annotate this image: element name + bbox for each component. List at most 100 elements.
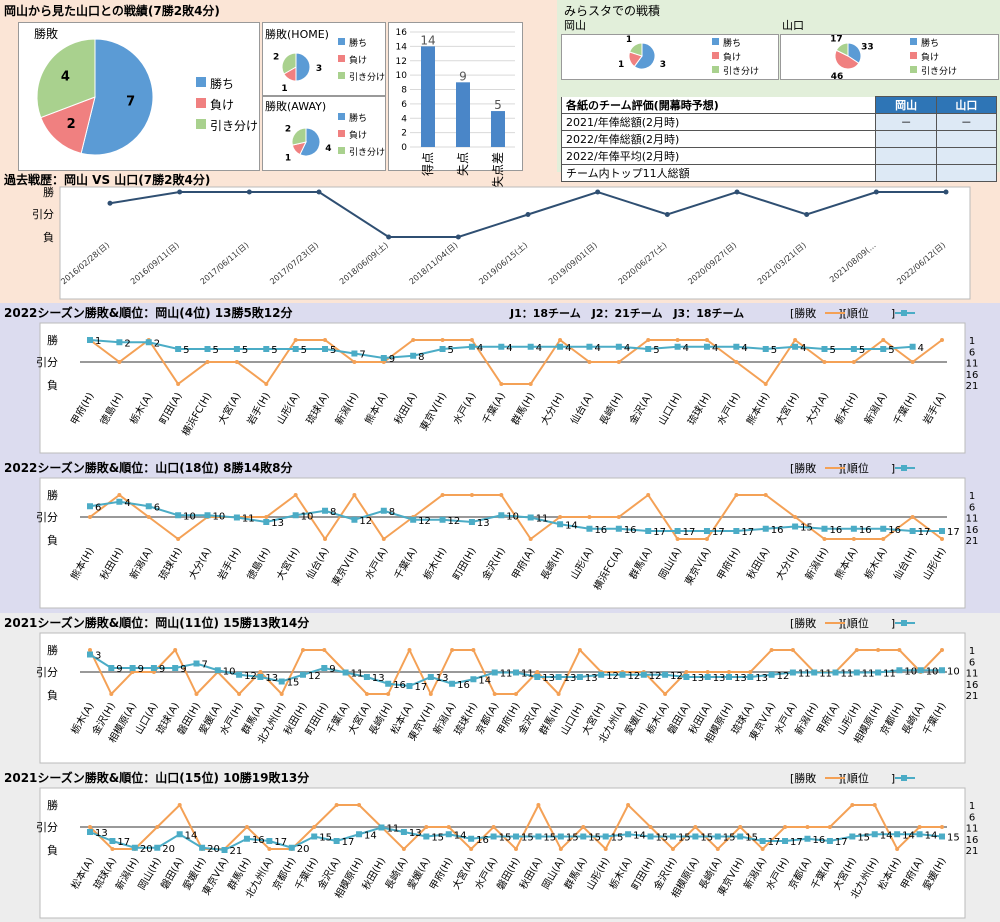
bar-value-label: 14 bbox=[420, 33, 435, 47]
season-ylabel-win: 勝 bbox=[47, 798, 58, 812]
result-point bbox=[760, 847, 765, 851]
rank-label: 8 bbox=[330, 507, 336, 518]
rank-marker bbox=[849, 833, 856, 840]
result-point bbox=[386, 692, 391, 696]
rank-marker bbox=[145, 339, 152, 346]
result-point bbox=[850, 803, 855, 807]
rank-label: 14 bbox=[185, 830, 198, 841]
result-point bbox=[616, 515, 621, 519]
rank-label: 16 bbox=[624, 525, 637, 536]
rank-marker bbox=[131, 844, 138, 851]
rank-label: 12 bbox=[777, 671, 790, 682]
rank-label: 14 bbox=[454, 830, 467, 841]
row-yamaguchi bbox=[935, 164, 998, 182]
rank-label: 10 bbox=[183, 511, 196, 522]
rank-marker bbox=[939, 667, 945, 674]
rank-marker bbox=[762, 346, 769, 352]
result-point bbox=[323, 537, 328, 541]
legend-swatch-勝ち bbox=[338, 113, 345, 120]
season-plot-area bbox=[39, 477, 966, 609]
rank-marker bbox=[266, 838, 273, 844]
legend-swatch-負け bbox=[338, 130, 345, 137]
rank-label: 12 bbox=[628, 671, 641, 682]
history-point bbox=[525, 212, 531, 217]
rank-marker bbox=[939, 528, 945, 534]
legend-swatch-負け bbox=[338, 55, 345, 62]
result-point bbox=[783, 825, 788, 829]
rank-marker bbox=[342, 669, 349, 676]
rank-label: 13 bbox=[265, 673, 278, 684]
rank-label: 17 bbox=[741, 527, 754, 538]
rank-label: 15 bbox=[319, 833, 332, 844]
result-point bbox=[769, 648, 774, 652]
legend-label: 勝ち bbox=[349, 112, 367, 124]
rank-marker bbox=[598, 671, 605, 678]
pie-slice-勝ち bbox=[295, 52, 311, 82]
rank-marker bbox=[602, 833, 609, 840]
rank-label: 14 bbox=[902, 830, 915, 841]
rank-marker bbox=[468, 519, 475, 525]
away-pie-box bbox=[262, 96, 386, 171]
result-point bbox=[763, 382, 768, 386]
rank-marker bbox=[468, 343, 475, 350]
rank-marker bbox=[747, 674, 754, 680]
legend-label: 引き分け bbox=[723, 66, 759, 77]
rank-tick: 1 bbox=[969, 801, 975, 812]
rank-marker bbox=[513, 833, 519, 840]
rank-tick: 21 bbox=[966, 691, 979, 702]
rank-label: 17 bbox=[712, 527, 725, 538]
pie-value-label: 4 bbox=[325, 144, 331, 154]
result-point bbox=[194, 692, 199, 696]
rank-label: 11 bbox=[521, 669, 534, 680]
home-pie-box bbox=[262, 22, 386, 96]
result-point bbox=[352, 493, 357, 497]
season-title: 2022シーズン勝敗&順位：山口(18位) 8勝14敗8分 bbox=[4, 460, 293, 475]
bar-ytick: 10 bbox=[396, 71, 408, 81]
result-point bbox=[763, 493, 768, 497]
legend-label: 勝ち bbox=[723, 37, 741, 49]
result-point bbox=[279, 692, 284, 696]
rank-label: 14 bbox=[478, 675, 491, 686]
rank-marker bbox=[363, 674, 370, 680]
result-point bbox=[558, 338, 563, 342]
rank-marker bbox=[726, 674, 732, 680]
bar-得失点差 bbox=[491, 111, 505, 147]
rank-label: 15 bbox=[588, 833, 601, 844]
rank-label: 8 bbox=[418, 352, 424, 363]
season-title: 2021シーズン勝敗&順位：岡山(11位) 15勝13敗14分 bbox=[4, 615, 309, 630]
rank-marker bbox=[733, 528, 740, 534]
rank-marker bbox=[193, 660, 200, 667]
rank-label: 4 bbox=[918, 343, 924, 354]
rank-marker bbox=[625, 831, 632, 838]
rank-label: 9 bbox=[116, 664, 122, 675]
result-point bbox=[146, 515, 151, 519]
rank-marker bbox=[792, 523, 799, 530]
rank-label: 17 bbox=[683, 527, 696, 538]
result-point bbox=[446, 825, 451, 829]
rank-label: 12 bbox=[308, 671, 321, 682]
result-point bbox=[88, 648, 92, 652]
result-point bbox=[897, 648, 902, 652]
rank-marker bbox=[351, 350, 358, 357]
result-point bbox=[301, 648, 305, 652]
legend-swatch-引き分け bbox=[712, 66, 719, 73]
legend-rank-marker bbox=[901, 310, 907, 316]
rank-marker bbox=[400, 829, 407, 835]
rank-tick: 11 bbox=[966, 669, 979, 680]
result-point bbox=[704, 537, 709, 541]
rank-marker bbox=[645, 346, 652, 352]
rank-label: 15 bbox=[800, 523, 813, 534]
result-point bbox=[492, 692, 497, 696]
result-point bbox=[471, 648, 476, 652]
pie-value-label: 46 bbox=[831, 72, 844, 82]
legend-swatch-勝ち bbox=[712, 38, 719, 45]
rank-marker bbox=[768, 671, 775, 678]
rank-label: 11 bbox=[862, 669, 875, 680]
rank-marker bbox=[821, 525, 828, 532]
rank-label: 13 bbox=[585, 673, 598, 684]
bar-category-label: 得点 bbox=[420, 152, 435, 176]
rank-label: 20 bbox=[297, 844, 310, 855]
rank-marker bbox=[470, 676, 477, 683]
rank-marker bbox=[896, 667, 903, 674]
rank-marker bbox=[789, 669, 796, 676]
